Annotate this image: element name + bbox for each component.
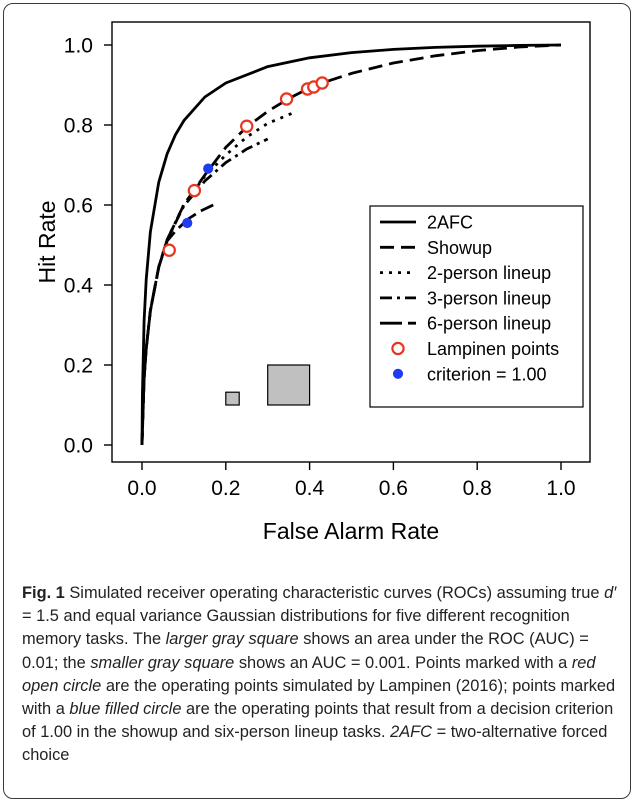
figure-frame: 0.0 0.2 0.4 0.6 0.8 1.0 0.0 0.2 0.4 0.6 0.8 1.0 Fal… [3, 3, 631, 799]
caption-smaller-square: smaller gray square [90, 653, 235, 672]
caption-text-6: are the operating points that result fro… [22, 700, 614, 742]
figure-caption: Fig. 1 Simulated receiver operating char… [22, 582, 622, 768]
caption-text-4: shows an AUC = 0.001. Points marked with… [234, 653, 572, 672]
y-tick-label: 0.2 [64, 355, 93, 378]
curve-2afc [140, 43, 562, 446]
y-tick-label: 0.8 [64, 115, 93, 138]
x-tick-label: 0.8 [463, 477, 492, 500]
x-axis-label: False Alarm Rate [263, 518, 439, 544]
x-tick-label: 1.0 [546, 477, 575, 500]
y-tick-label: 0.6 [64, 195, 93, 218]
x-tick-label: 0.4 [295, 477, 325, 500]
legend-label: criterion = 1.00 [427, 364, 547, 384]
curve-6-person-lineup [140, 203, 214, 446]
caption-text-1: Simulated receiver operating characteris… [64, 584, 605, 602]
caption-red-circle: red open circle [22, 653, 596, 695]
caption-dprime: d′ [604, 584, 617, 602]
legend-swatch [391, 341, 405, 356]
larger-gray-square [267, 364, 311, 406]
legend-label: Showup [427, 238, 492, 258]
legend-box [369, 205, 584, 408]
caption-text-7: = two-alternative forced choice [22, 723, 608, 765]
legend: 2AFC Showup 2-person lineup 3-person lineup… [369, 205, 584, 408]
lampinen-point [315, 76, 329, 90]
legend-label: 2AFC [427, 213, 473, 233]
figure-label: Fig. 1 [22, 584, 65, 602]
curve-showup [140, 43, 562, 446]
legend-label: 6-person lineup [427, 314, 551, 334]
legend-swatch [392, 368, 404, 379]
y-tick-label: 0.4 [64, 275, 94, 298]
y-tick-label: 1.0 [64, 35, 93, 58]
caption-text-2: = 1.5 and equal variance Gaussian distri… [22, 607, 570, 649]
x-tick-label: 0.0 [127, 477, 156, 500]
y-axis-label: Hit Rate [34, 200, 60, 283]
x-tick-label: 0.6 [379, 477, 408, 500]
caption-2afc: 2AFC [390, 723, 433, 742]
curve-3-person-lineup [140, 137, 269, 446]
lampinen-point [279, 92, 294, 106]
smaller-gray-square [225, 391, 240, 406]
legend-label: 2-person lineup [427, 263, 551, 283]
plot-area [111, 21, 591, 463]
y-tick-label: 0.0 [64, 435, 93, 458]
caption-blue-circle: blue filled circle [69, 700, 182, 719]
legend-label: Lampinen points [427, 339, 559, 359]
lampinen-point [187, 183, 202, 198]
criterion-point [203, 163, 214, 174]
caption-text-5: are the operating points simulated by La… [22, 676, 616, 719]
lampinen-point [162, 243, 176, 257]
roc-chart: 0.0 0.2 0.4 0.6 0.8 1.0 0.0 0.2 0.4 0.6 0.8 1.0 Fal… [34, 21, 591, 544]
caption-larger-square: larger gray square [165, 630, 299, 649]
legend-label: 3-person lineup [427, 288, 551, 308]
x-tick-label: 0.2 [211, 477, 240, 500]
lampinen-point [240, 119, 254, 133]
criterion-point [182, 217, 193, 229]
caption-text-3: shows an area under the ROC (AUC) = 0.01… [22, 630, 589, 672]
